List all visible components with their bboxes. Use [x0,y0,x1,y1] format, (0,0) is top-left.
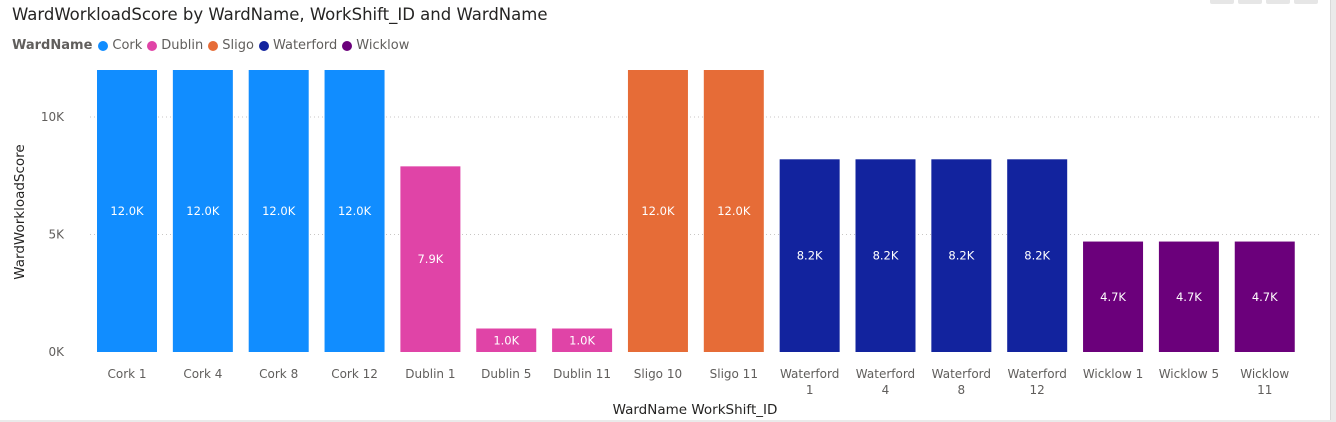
chart-legend: WardName Cork Dublin Sligo Waterford Wic… [12,38,414,53]
data-label: 12.0K [110,204,144,218]
legend-item-waterford[interactable]: Waterford [258,38,338,53]
data-label: 12.0K [717,204,751,218]
x-tick-label: Waterford [780,367,839,381]
legend-label: Dublin [161,38,204,53]
bar[interactable] [703,70,764,352]
y-tick-label: 10K [41,110,65,124]
data-label: 4.7K [1176,290,1202,304]
bar[interactable] [855,159,916,352]
bar[interactable] [324,70,385,352]
legend-item-cork[interactable]: Cork [98,38,142,53]
bar[interactable] [172,70,233,352]
legend-label: Wicklow [356,38,410,53]
legend-item-wicklow[interactable]: Wicklow [342,38,409,53]
focus-mode-icon[interactable] [1210,0,1234,4]
bar[interactable] [476,328,537,353]
bars: 12.0K 12.0K 12.0K 12.0K 7.9K 1.0K 1.0K 12.0K 12.… [97,70,1295,352]
x-tick-label: 1 [806,383,814,397]
legend-dot-icon [258,40,269,51]
x-tick-label: 12 [1030,383,1045,397]
x-tick-label: Wicklow [1240,367,1289,381]
data-label: 4.7K [1252,290,1278,304]
x-tick-label: Wicklow 5 [1159,367,1219,381]
x-tick-label: Waterford [856,367,915,381]
x-tick-label: Sligo 11 [710,367,758,381]
data-label: 4.7K [1100,290,1126,304]
data-label: 8.2K [873,249,899,263]
x-axis-title: WardName WorkShift_ID [613,402,778,418]
x-tick-label: Sligo 10 [634,367,682,381]
bar[interactable] [248,70,309,352]
bar[interactable] [552,328,613,353]
legend-label: Waterford [272,38,338,53]
bar[interactable] [779,159,840,352]
x-tick-label: Wicklow 1 [1083,367,1143,381]
drill-icon[interactable] [1266,0,1290,4]
legend-dot-icon [342,40,353,51]
bar[interactable] [1158,241,1219,352]
x-tick-label: Waterford [932,367,991,381]
x-tick-label: Cork 1 [107,367,146,381]
bar[interactable] [400,166,461,352]
bar[interactable] [931,159,992,352]
bar[interactable] [627,70,688,352]
legend-item-sligo[interactable]: Sligo [208,38,254,53]
y-tick-label: 0K [48,345,65,359]
x-tick-label: Dublin 5 [481,367,531,381]
data-label: 7.9K [417,252,443,266]
legend-dot-icon [98,40,109,51]
legend-dot-icon [208,40,219,51]
data-label: 1.0K [569,333,595,347]
more-options-icon[interactable] [1294,0,1318,4]
y-axis-title: WardWorkloadScore [12,144,28,280]
bar[interactable] [97,70,157,352]
visual-header-icons[interactable] [1210,0,1318,4]
bar[interactable] [1234,241,1295,352]
data-label: 8.2K [1024,249,1050,263]
data-label: 1.0K [493,333,519,347]
chart-title: WardWorkloadScore by WardName, WorkShift… [12,5,548,24]
x-tick-label: 8 [958,383,966,397]
bar[interactable] [1083,241,1144,352]
bar[interactable] [1007,159,1068,352]
x-tick-label: Waterford [1008,367,1067,381]
x-tick-label: Dublin 11 [553,367,611,381]
x-axis-ticks: Cork 1 Cork 4 Cork 8 Cork 12 Dublin 1 Dublin … [107,367,1289,397]
x-tick-label: 4 [882,383,890,397]
legend-item-dublin[interactable]: Dublin [147,38,203,53]
x-tick-label: Dublin 1 [405,367,455,381]
data-label: 12.0K [186,204,220,218]
data-label: 8.2K [948,249,974,263]
data-label: 12.0K [262,204,296,218]
legend-label: Sligo [222,38,254,53]
filter-icon[interactable] [1238,0,1262,4]
x-tick-label: Cork 12 [331,367,378,381]
x-tick-label: 11 [1257,383,1272,397]
legend-dot-icon [147,40,158,51]
y-axis-ticks: 0K 5K 10K [41,110,65,359]
y-tick-label: 5K [48,228,65,242]
data-label: 8.2K [797,249,823,263]
data-label: 12.0K [641,204,675,218]
data-label: 12.0K [338,204,372,218]
x-tick-label: Cork 8 [259,367,298,381]
x-tick-label: Cork 4 [183,367,222,381]
legend-title: WardName [12,38,93,53]
legend-label: Cork [112,38,143,53]
